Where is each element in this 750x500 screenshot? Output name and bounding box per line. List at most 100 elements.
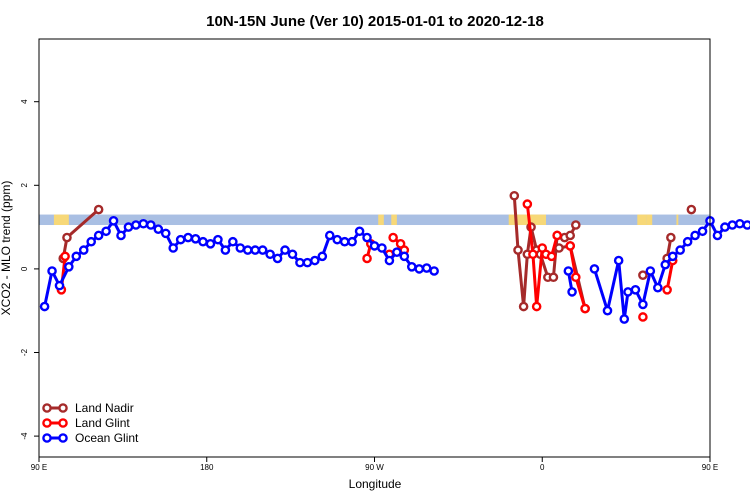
x-tick-label: 180 — [200, 463, 214, 472]
series-land-glint — [56, 199, 678, 322]
data-point — [362, 232, 372, 243]
data-point — [377, 243, 387, 253]
land-band-segment — [378, 214, 384, 226]
land-band-segment — [508, 214, 546, 226]
data-point — [623, 287, 633, 297]
data-point — [638, 270, 648, 280]
data-point — [190, 234, 201, 244]
y-axis: -4 -2 0 2 4 — [20, 99, 39, 440]
data-point — [213, 234, 223, 245]
chart-title: 10N-15N June (Ver 10) 2015-01-01 to 2020… — [206, 13, 544, 30]
data-point — [47, 266, 57, 276]
data-point — [339, 236, 350, 247]
legend-label: Land Glint — [75, 416, 130, 430]
x-tick-label: 90 W — [365, 463, 384, 472]
data-point — [531, 301, 542, 312]
data-point — [429, 266, 439, 276]
land-band-segment — [646, 214, 653, 226]
y-tick-label: 4 — [20, 99, 29, 104]
land-band-segment — [391, 214, 397, 226]
data-point — [64, 262, 74, 272]
data-point — [39, 301, 50, 312]
data-point — [86, 236, 96, 247]
data-point — [682, 236, 693, 247]
data-point — [388, 232, 398, 243]
data-point — [198, 236, 208, 247]
data-point — [522, 199, 533, 209]
data-point — [712, 230, 723, 241]
data-point — [228, 236, 238, 247]
data-point — [146, 220, 156, 230]
data-point — [565, 230, 576, 241]
legend-swatch-marker — [42, 418, 52, 428]
data-point — [392, 247, 402, 257]
data-point — [362, 253, 372, 264]
data-point — [354, 226, 365, 237]
data-point — [116, 230, 126, 241]
data-point — [548, 272, 559, 283]
data-point — [565, 241, 576, 251]
data-point — [71, 251, 82, 262]
data-point — [287, 249, 298, 260]
data-point — [205, 239, 216, 249]
data-point — [638, 312, 648, 322]
data-point — [317, 251, 328, 262]
data-point — [153, 224, 164, 234]
data-point — [302, 257, 313, 268]
data-point — [513, 245, 523, 255]
land-band-segment — [676, 214, 679, 226]
data-point — [613, 255, 624, 266]
data-point — [686, 204, 697, 215]
data-point — [78, 245, 89, 255]
data-point — [662, 284, 672, 295]
data-point — [183, 232, 193, 243]
data-point — [660, 259, 671, 270]
data-point — [528, 249, 538, 260]
y-tick-label: 0 — [20, 266, 29, 271]
data-point — [518, 301, 529, 312]
data-point — [399, 251, 410, 262]
legend-label: Ocean Glint — [75, 431, 139, 445]
data-point — [567, 287, 577, 297]
data-point — [242, 245, 253, 255]
data-point — [265, 249, 275, 260]
data-point — [101, 226, 111, 237]
data-point — [280, 245, 290, 255]
data-point — [168, 243, 178, 253]
data-point — [250, 245, 261, 255]
data-point — [160, 228, 171, 239]
land-band-segment — [53, 214, 69, 226]
legend-swatch-marker — [42, 403, 52, 413]
y-tick-label: -2 — [20, 348, 29, 356]
y-axis-label: XCO2 - MLO trend (ppm) — [0, 181, 13, 316]
data-point — [554, 243, 564, 253]
data-point — [369, 241, 380, 251]
data-point — [108, 216, 119, 226]
data-point — [602, 305, 613, 316]
data-point — [727, 220, 738, 230]
legend-swatch-marker — [42, 433, 52, 443]
series-land-nadir — [58, 190, 697, 314]
data-point — [310, 255, 320, 266]
data-point — [690, 230, 700, 241]
ocean-band — [39, 214, 710, 226]
data-point — [54, 280, 65, 291]
data-point — [123, 222, 134, 232]
data-point — [324, 230, 335, 241]
x-tick-label: 0 — [540, 463, 545, 472]
data-point — [414, 264, 425, 274]
data-point — [220, 245, 231, 255]
legend-item: Land Nadir — [42, 401, 134, 415]
x-tick-label: 90 E — [702, 463, 718, 472]
legend-swatch-marker — [58, 433, 68, 443]
data-point — [295, 257, 305, 268]
data-point — [675, 245, 685, 255]
data-point — [384, 255, 395, 266]
data-point — [552, 230, 562, 241]
data-point — [235, 243, 246, 253]
data-point — [421, 263, 432, 273]
data-point — [546, 251, 557, 262]
data-point — [62, 232, 72, 243]
data-point — [272, 253, 283, 264]
